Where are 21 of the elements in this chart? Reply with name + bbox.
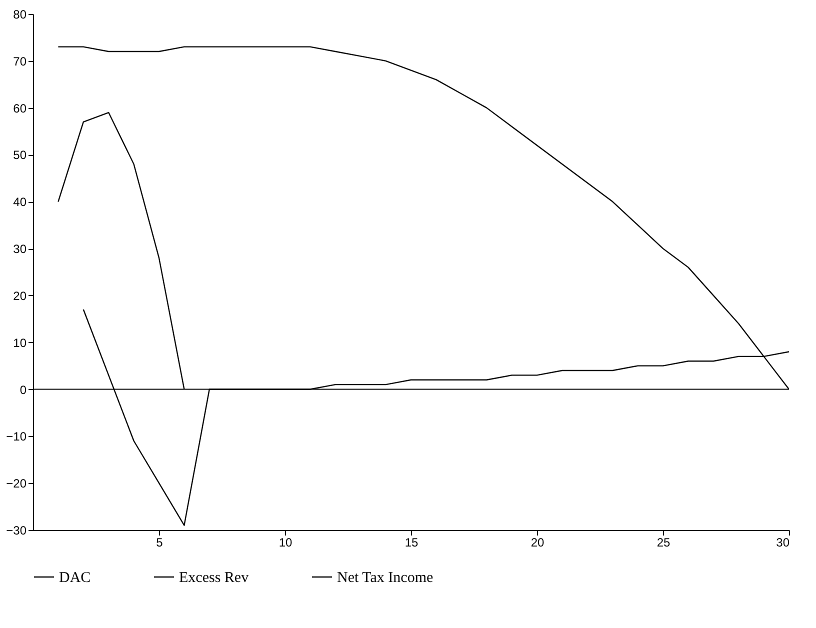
y-tick-label: 80: [13, 8, 27, 22]
y-tick-label: 60: [13, 101, 27, 116]
legend-label: Excess Rev: [179, 570, 250, 586]
y-tick-label: 10: [13, 336, 27, 350]
y-tick-label: −10: [6, 430, 27, 444]
x-tick-label: 5: [156, 536, 164, 550]
y-tick-label: −20: [6, 476, 27, 491]
legend-label: DAC: [59, 570, 91, 586]
legend-label: Net Tax Income: [337, 570, 434, 586]
y-tick-label: 30: [13, 242, 27, 256]
y-tick-label: 20: [13, 288, 27, 303]
y-tick-label: 70: [13, 54, 27, 68]
y-tick-label: 50: [13, 148, 27, 162]
x-tick-label: 25: [656, 536, 670, 550]
x-tick-label: 30: [776, 536, 790, 550]
x-tick-label: 20: [530, 536, 544, 550]
y-tick-label: 40: [13, 195, 27, 210]
y-tick-label: 0: [20, 382, 27, 397]
x-tick-label: 10: [278, 536, 292, 550]
y-tick-label: −30: [6, 524, 27, 538]
x-tick-label: 15: [404, 536, 418, 550]
